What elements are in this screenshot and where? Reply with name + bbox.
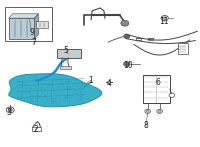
Polygon shape bbox=[36, 21, 48, 28]
Circle shape bbox=[157, 109, 162, 113]
Text: 2: 2 bbox=[33, 125, 38, 134]
Circle shape bbox=[8, 108, 12, 111]
Text: 7: 7 bbox=[31, 38, 36, 47]
Polygon shape bbox=[9, 14, 38, 18]
Text: 6: 6 bbox=[155, 78, 160, 87]
Text: 9: 9 bbox=[29, 27, 34, 36]
FancyBboxPatch shape bbox=[178, 43, 188, 54]
Circle shape bbox=[124, 62, 130, 66]
Circle shape bbox=[145, 109, 150, 113]
Text: 4: 4 bbox=[107, 79, 111, 88]
FancyBboxPatch shape bbox=[57, 49, 81, 58]
FancyBboxPatch shape bbox=[32, 127, 41, 131]
Circle shape bbox=[158, 110, 161, 112]
Polygon shape bbox=[9, 18, 34, 39]
Polygon shape bbox=[9, 74, 102, 107]
Circle shape bbox=[107, 81, 111, 83]
Circle shape bbox=[121, 20, 129, 26]
Text: 1: 1 bbox=[89, 76, 93, 85]
Circle shape bbox=[161, 16, 168, 21]
Text: 3: 3 bbox=[6, 108, 11, 117]
Text: 11: 11 bbox=[159, 17, 168, 26]
Text: 5: 5 bbox=[64, 46, 69, 55]
Circle shape bbox=[6, 107, 14, 113]
Circle shape bbox=[124, 34, 130, 39]
Circle shape bbox=[146, 110, 149, 112]
FancyBboxPatch shape bbox=[143, 75, 170, 103]
Text: 8: 8 bbox=[143, 121, 148, 130]
FancyBboxPatch shape bbox=[60, 66, 71, 69]
Circle shape bbox=[169, 93, 175, 97]
Text: 10: 10 bbox=[123, 61, 133, 70]
Polygon shape bbox=[5, 6, 52, 41]
Polygon shape bbox=[34, 14, 38, 39]
Circle shape bbox=[163, 17, 167, 20]
